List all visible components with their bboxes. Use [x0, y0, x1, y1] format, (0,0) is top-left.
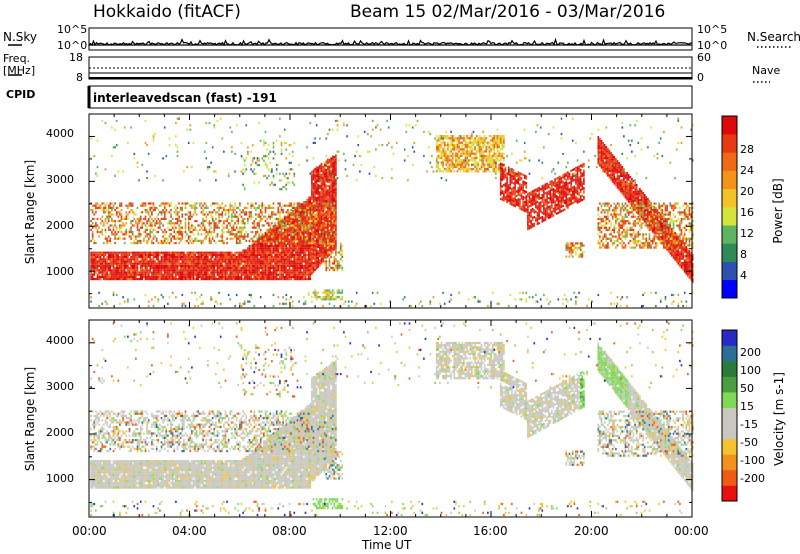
xtick-0400: 04:00 [172, 524, 207, 538]
nsky-tick-right-top: 10^5 [697, 23, 728, 36]
colorbar-swatch [722, 407, 737, 424]
power-cb-tick-8: 8 [740, 248, 747, 261]
power-cb-tick-16: 16 [740, 206, 754, 219]
nsky-tick-bottom: 10^0 [57, 39, 88, 52]
colorbar-swatch [722, 152, 737, 171]
colorbar-swatch [722, 376, 737, 393]
colorbar-swatch [722, 188, 737, 208]
radar-title: Hokkaido (fitACF) [93, 2, 241, 22]
power-cb-tick-20: 20 [740, 185, 754, 198]
power-ylabel: Slant Range [km] [23, 159, 37, 265]
colorbar-swatch [722, 116, 737, 135]
colorbar-swatch [722, 261, 737, 281]
power-cb-tick-24: 24 [740, 164, 754, 177]
colorbar-swatch [722, 279, 737, 299]
freq-label-line1: Freq. [3, 52, 31, 65]
power-ytick-2000: 2000 [46, 219, 74, 232]
colorbar-swatch [722, 345, 737, 362]
nave-label: Nave [752, 64, 781, 77]
colorbar-frame [721, 329, 738, 502]
nsky-trace [88, 37, 692, 47]
xtick-1600: 16:00 [473, 524, 508, 538]
freq-tick-top: 18 [69, 51, 83, 64]
cpid-label: CPID [6, 88, 36, 101]
xtick-2000: 20:00 [574, 524, 609, 538]
xtick-1200: 12:00 [373, 524, 408, 538]
colorbar-swatch [722, 243, 737, 262]
velocity-ytick-1000: 1000 [46, 472, 74, 485]
colorbar-swatch [722, 330, 737, 346]
vel-cb-tick-15: 15 [740, 400, 754, 413]
velocity-colorbar [721, 329, 738, 502]
colorbar-swatch [722, 438, 737, 455]
axis-ticks [88, 114, 693, 517]
nsearch-label: N.Search [747, 30, 800, 44]
power-ytick-3000: 3000 [46, 173, 74, 186]
power-ytick-4000: 4000 [46, 127, 74, 140]
vel-cb-tick-m100: -100 [740, 454, 765, 467]
vel-cb-tick-m15: -15 [740, 418, 758, 431]
nave-tick-top: 60 [697, 51, 711, 64]
power-cb-tick-12: 12 [740, 227, 754, 240]
beam-period: Beam 15 02/Mar/2016 - 03/Mar/2016 [350, 2, 666, 22]
velocity-ytick-4000: 4000 [46, 334, 74, 347]
velocity-heatmap [90, 322, 694, 517]
power-ytick-1000: 1000 [46, 265, 74, 278]
xtick-0000-end: 00:00 [674, 524, 709, 538]
colorbar-swatch [722, 134, 737, 153]
nave-tick-bottom: 0 [697, 71, 704, 84]
xtick-0000: 00:00 [72, 524, 107, 538]
nsky-frame [88, 27, 693, 51]
vel-cb-tick-m200: -200 [740, 472, 765, 485]
colorbar-swatch [722, 423, 737, 440]
colorbar-swatch [722, 469, 737, 486]
nsky-tick-top: 10^5 [57, 23, 88, 36]
colorbar-swatch [722, 170, 737, 190]
nsky-label: N.Sky [3, 30, 38, 44]
colorbar-swatch [722, 454, 737, 471]
nsky-tick-right-bottom: 10^0 [697, 39, 728, 52]
power-colorbar [721, 115, 738, 299]
colorbar-swatch [722, 225, 737, 244]
colorbar-frame [721, 115, 738, 299]
vel-cb-tick-50: 50 [740, 382, 754, 395]
velocity-ytick-3000: 3000 [46, 380, 74, 393]
power-heatmap [90, 117, 694, 308]
velocity-ytick-2000: 2000 [46, 426, 74, 439]
freq-tick-bottom: 8 [76, 71, 83, 84]
xaxis-label: Time UT [362, 538, 412, 552]
vel-cb-tick-200: 200 [740, 346, 761, 359]
power-cb-tick-4: 4 [740, 269, 747, 282]
velocity-colorbar-label: Velocity [m s-1] [772, 372, 786, 466]
xtick-0800: 08:00 [272, 524, 307, 538]
power-colorbar-label: Power [dB] [771, 178, 785, 244]
vel-cb-tick-m50: -50 [740, 436, 758, 449]
colorbar-swatch [722, 485, 737, 502]
colorbar-swatch [722, 207, 737, 226]
cpid-text: interleavedscan (fast) -191 [93, 91, 277, 105]
colorbar-swatch [722, 361, 737, 377]
vel-cb-tick-100: 100 [740, 364, 761, 377]
colorbar-swatch [722, 392, 737, 409]
freq-label-line2: [MHz] [3, 64, 36, 77]
power-cb-tick-28: 28 [740, 143, 754, 156]
velocity-ylabel: Slant Range [km] [23, 366, 37, 472]
